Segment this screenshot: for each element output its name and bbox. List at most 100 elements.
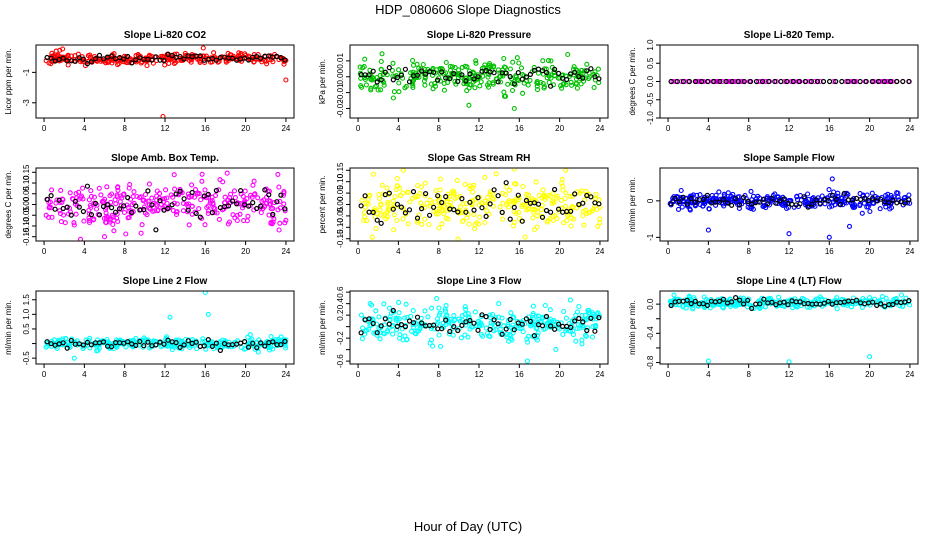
- black-data-point: [467, 317, 473, 324]
- points-group: [357, 51, 602, 112]
- data-point: [496, 301, 502, 307]
- data-point: [569, 82, 575, 88]
- data-point: [189, 182, 195, 188]
- black-data-point: [153, 54, 159, 60]
- black-data-point: [52, 206, 58, 212]
- panel-title: Slope Amb. Box Temp.: [111, 153, 219, 164]
- black-data-point: [728, 299, 735, 305]
- black-data-point: [543, 69, 550, 76]
- black-data-point: [362, 193, 368, 199]
- data-point: [62, 220, 68, 226]
- data-point: [385, 199, 391, 205]
- black-data-point: [894, 78, 900, 85]
- black-data-point: [431, 69, 437, 75]
- data-point: [803, 198, 809, 204]
- black-data-point: [483, 213, 489, 219]
- data-point: [380, 191, 386, 197]
- data-point: [53, 200, 59, 206]
- x-tick-label: 12: [475, 370, 484, 379]
- data-point: [390, 60, 396, 66]
- black-data-point: [185, 338, 191, 344]
- black-data-point: [766, 78, 772, 85]
- data-point: [552, 72, 558, 78]
- data-point: [155, 208, 161, 214]
- x-tick-label: 4: [706, 124, 711, 133]
- x-tick-label: 16: [201, 247, 210, 256]
- black-data-point: [108, 344, 115, 350]
- black-data-point: [394, 74, 400, 81]
- data-point: [457, 209, 463, 215]
- data-point: [368, 76, 374, 82]
- data-point: [269, 221, 275, 227]
- data-point: [593, 191, 599, 197]
- black-data-point: [863, 78, 869, 85]
- black-data-point: [173, 191, 179, 197]
- data-point: [410, 195, 416, 201]
- outlier-point: [829, 176, 835, 182]
- black-data-point: [258, 340, 264, 346]
- data-point: [436, 305, 442, 311]
- panel-title: Slope Gas Stream RH: [428, 153, 531, 164]
- data-point: [542, 326, 548, 332]
- data-point: [460, 201, 466, 207]
- data-point: [530, 311, 536, 317]
- data-point: [396, 89, 402, 95]
- data-point: [455, 67, 462, 73]
- x-tick-label: 0: [42, 370, 47, 379]
- data-point: [104, 336, 110, 343]
- black-data-point: [503, 70, 509, 76]
- data-point: [103, 220, 109, 226]
- data-point: [439, 66, 446, 73]
- black-data-point: [684, 297, 690, 303]
- data-point: [767, 195, 773, 202]
- data-point: [362, 204, 369, 210]
- black-data-point: [88, 212, 95, 218]
- data-point: [595, 310, 601, 316]
- x-tick-label: 20: [555, 370, 564, 379]
- black-data-point: [88, 59, 95, 65]
- black-data-point: [692, 78, 699, 85]
- black-data-point: [427, 212, 433, 218]
- black-data-point: [680, 78, 686, 85]
- black-data-point: [572, 191, 578, 197]
- data-point: [400, 190, 406, 196]
- data-point: [410, 84, 416, 91]
- black-data-point: [133, 57, 139, 63]
- data-point: [490, 203, 496, 209]
- data-point: [508, 310, 514, 316]
- x-tick-label: 12: [785, 370, 794, 379]
- black-data-point: [52, 58, 58, 64]
- black-data-point: [410, 189, 417, 195]
- black-data-point: [801, 194, 807, 200]
- black-data-point: [398, 204, 404, 210]
- black-data-point: [165, 205, 171, 211]
- data-point: [713, 202, 719, 208]
- black-data-point: [282, 57, 288, 63]
- data-point: [419, 221, 425, 227]
- data-point: [867, 295, 873, 301]
- data-point: [706, 206, 712, 212]
- x-tick-label: 12: [161, 370, 170, 379]
- data-point: [397, 335, 403, 341]
- black-data-point: [390, 206, 396, 212]
- data-point: [389, 67, 395, 74]
- x-tick-label: 24: [595, 247, 604, 256]
- data-point: [558, 197, 564, 203]
- data-point: [425, 314, 431, 320]
- data-point: [212, 206, 218, 212]
- black-data-point: [523, 316, 530, 322]
- data-point: [137, 195, 143, 201]
- black-data-point: [511, 81, 517, 87]
- points-group: [667, 176, 913, 240]
- data-point: [462, 181, 468, 187]
- black-data-point: [878, 301, 884, 307]
- black-data-point: [129, 60, 135, 66]
- black-data-point: [507, 216, 513, 222]
- black-data-point: [700, 196, 706, 202]
- data-point: [396, 67, 402, 73]
- data-point: [454, 177, 460, 183]
- data-point: [531, 64, 537, 70]
- data-point: [679, 204, 685, 210]
- black-data-point: [358, 203, 364, 209]
- x-tick-label: 24: [905, 247, 914, 256]
